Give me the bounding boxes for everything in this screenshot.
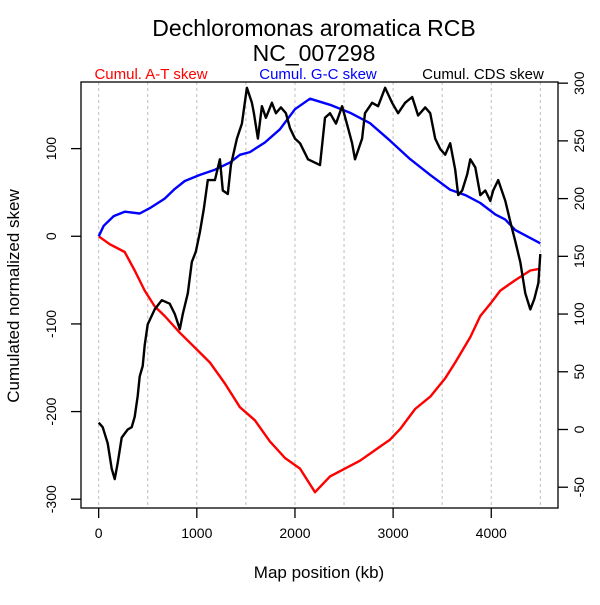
y-left-tick-label: -200 [43,397,59,425]
y-axis-label: Cumulated normalized skew [4,189,23,403]
at-skew-line [97,235,541,494]
y-right-tick-label: 0 [571,425,587,433]
y-left-tick-label: 100 [43,137,59,161]
legend-at-skew: Cumul. A-T skew [94,66,207,83]
chart-subtitle: NC_007298 [253,40,376,66]
gc-skew-line [97,97,541,245]
x-tick-label: 0 [95,525,103,541]
y-right-tick-label: 250 [571,129,587,153]
y-left-tick-label: 0 [43,232,59,240]
y-left-tick-label: -100 [43,310,59,338]
x-tick-label: 3000 [378,525,409,541]
y-right-tick-label: 300 [571,71,587,95]
y-right-tick-label: 50 [571,364,587,380]
legend: Cumul. A-T skew Cumul. G-C skew Cumul. CDS… [94,66,544,83]
chart-title: Dechloromonas aromatica RCB [152,15,475,41]
y-right-tick-label: 150 [571,244,587,268]
x-axis: 0 1000 2000 3000 4000 [95,507,507,541]
series-lines [97,86,542,494]
legend-gc-skew: Cumul. G-C skew [259,66,377,83]
legend-cds-skew: Cumul. CDS skew [422,66,544,83]
y-axis-right: -50 0 50 100 150 200 250 300 [558,71,587,497]
y-right-tick-label: 100 [571,302,587,326]
x-tick-label: 2000 [279,525,310,541]
y-axis-left: -300 -200 -100 0 100 [43,137,81,513]
x-tick-label: 4000 [476,525,507,541]
y-right-tick-label: -50 [571,477,587,497]
cds-skew-line [97,86,542,481]
x-tick-label: 1000 [181,525,212,541]
y-right-tick-label: 200 [571,187,587,211]
y-left-tick-label: -300 [43,485,59,513]
x-axis-label: Map position (kb) [254,563,384,582]
